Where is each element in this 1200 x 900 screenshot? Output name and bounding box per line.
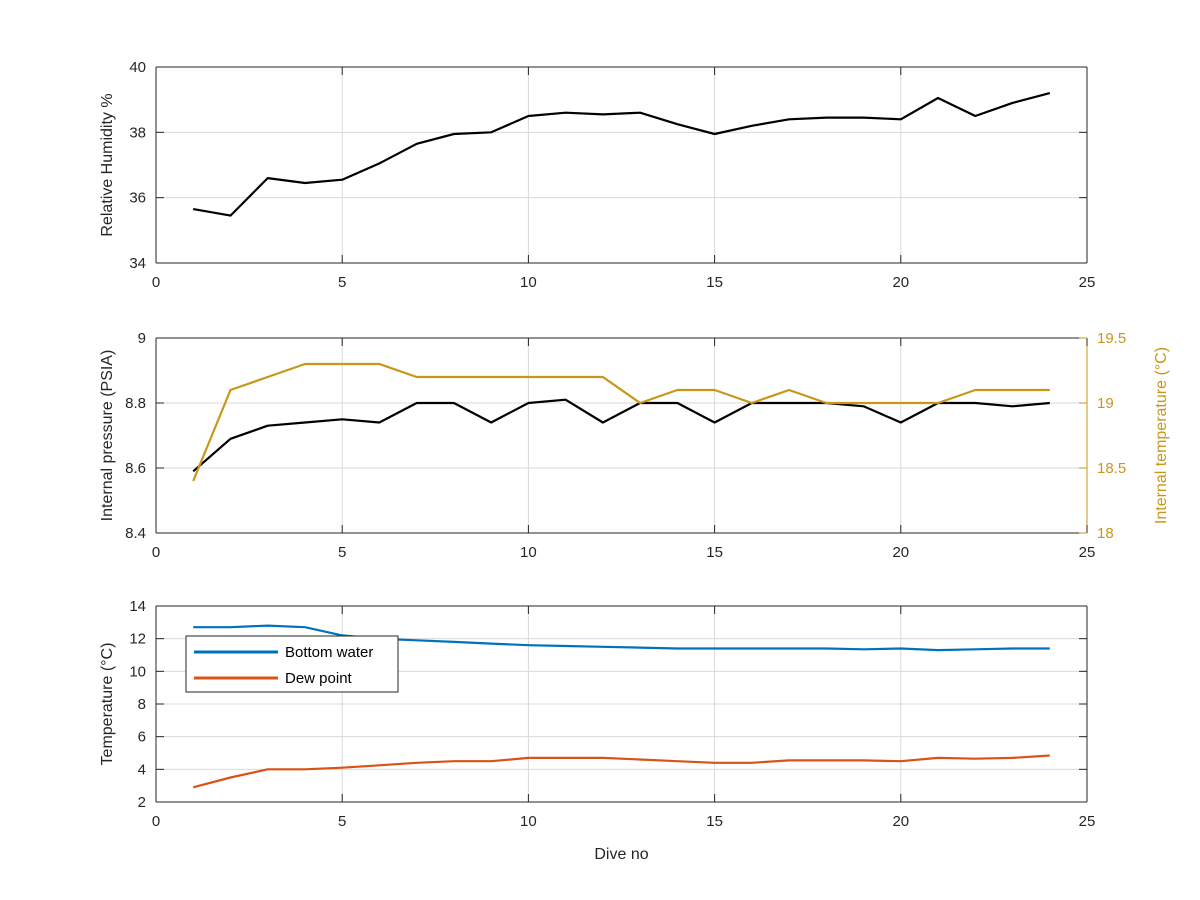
legend-label: Dew point	[285, 670, 353, 687]
y-tick-label: 8.4	[125, 525, 146, 542]
line-series-1	[193, 92, 1051, 217]
y-axis-label: Temperature (°C)	[99, 643, 116, 766]
x-tick-label: 5	[338, 813, 346, 830]
x-tick-label: 0	[152, 544, 160, 561]
x-tick-label: 25	[1079, 544, 1096, 561]
plot-area	[156, 67, 1087, 263]
x-axis-label: Dive no	[594, 846, 648, 863]
y-right-tick-label: 18.5	[1097, 460, 1126, 477]
chart-panel-3: 0 5 10 15 20 25 2 4 6 8 10 12 14 Temperature (°C) Dive…	[99, 598, 1095, 863]
x-tick-label: 0	[152, 274, 160, 291]
y-tick-label: 6	[138, 729, 146, 746]
y-tick-label: 10	[129, 663, 146, 680]
y-right-tick-label: 18	[1097, 525, 1114, 542]
y-tick-label: 2	[138, 794, 146, 811]
x-tick-label: 0	[152, 813, 160, 830]
line-series-1	[192, 398, 1050, 473]
plot-area	[156, 338, 1087, 533]
y-axis-label: Internal pressure (PSIA)	[99, 350, 116, 522]
line-bottom-water	[193, 624, 1050, 652]
y-tick-label: 4	[138, 761, 146, 778]
y-tick-label: 9	[138, 330, 146, 347]
line-dew-point	[192, 754, 1050, 789]
y-right-tick-label: 19.5	[1097, 330, 1126, 347]
x-tick-label: 15	[706, 544, 723, 561]
chart-panel-2: 0 5 10 15 20 25 8.4 8.6 8.8 9 18 18.5 19 19.5 Internal…	[99, 330, 1170, 561]
y-tick-label: 8.8	[125, 395, 146, 412]
y-right-tick-label: 19	[1097, 395, 1114, 412]
legend-box	[185, 635, 399, 693]
x-tick-label: 10	[520, 813, 537, 830]
x-tick-label: 5	[338, 274, 346, 291]
y-tick-label: 34	[129, 255, 146, 272]
x-tick-label: 20	[892, 274, 909, 291]
x-tick-label: 10	[520, 544, 537, 561]
y-tick-label: 38	[129, 124, 146, 141]
y-tick-label: 8.6	[125, 460, 146, 477]
y-tick-label: 36	[129, 190, 146, 207]
y-tick-label: 8	[138, 696, 146, 713]
y-tick-label: 14	[129, 598, 146, 615]
x-tick-label: 25	[1079, 813, 1096, 830]
x-tick-label: 15	[706, 813, 723, 830]
chart-panel-1: 0 5 10 15 20 25 34 36 38 40 Relative Humidity %	[99, 59, 1095, 291]
y-tick-label: 40	[129, 59, 146, 76]
x-tick-label: 25	[1079, 274, 1096, 291]
y-axis-label-right: Internal temperature (°C)	[1153, 347, 1170, 524]
y-tick-label: 12	[129, 631, 146, 648]
x-tick-label: 15	[706, 274, 723, 291]
y-axis-label: Relative Humidity %	[99, 93, 116, 236]
x-tick-label: 20	[892, 544, 909, 561]
x-tick-label: 20	[892, 813, 909, 830]
legend-label: Bottom water	[285, 644, 373, 661]
legend: Bottom water Dew point	[185, 635, 399, 693]
line-series-2	[192, 362, 1050, 482]
x-tick-label: 10	[520, 274, 537, 291]
x-tick-label: 5	[338, 544, 346, 561]
